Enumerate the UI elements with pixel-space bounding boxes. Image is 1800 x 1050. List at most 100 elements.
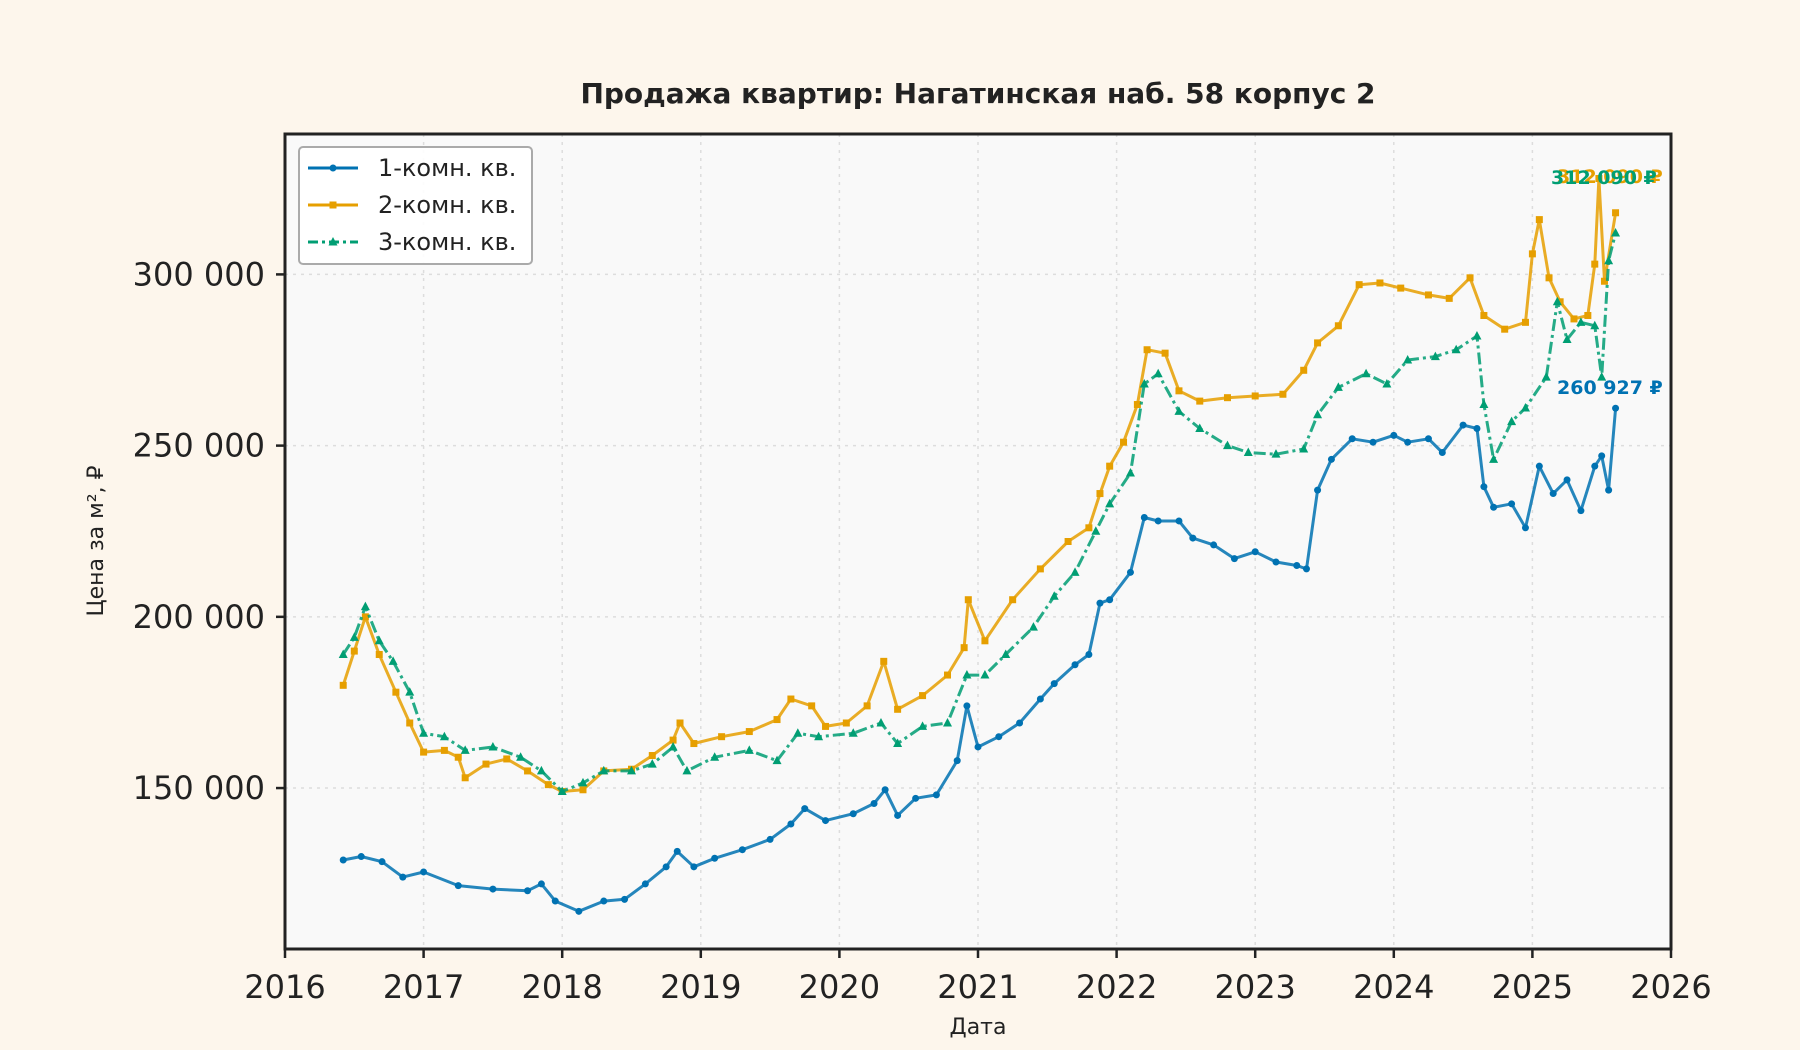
y-axis: 150 000 200 000 250 000 300 000 <box>133 255 285 807</box>
data-point-1room <box>454 882 462 890</box>
legend-label-3room: 3-комн. кв. <box>378 228 516 256</box>
data-point-1room <box>641 880 649 888</box>
data-point-1room <box>420 868 428 876</box>
data-point-2room <box>1223 394 1231 402</box>
data-point-3room <box>1611 227 1621 237</box>
data-point-2room <box>1466 274 1474 282</box>
data-point-1room <box>1085 651 1093 659</box>
data-point-2room <box>1133 401 1141 409</box>
data-point-3room <box>1403 355 1413 364</box>
data-point-2room <box>1120 438 1128 446</box>
data-point-3room <box>772 755 782 765</box>
data-point-1room <box>600 897 608 905</box>
data-point-2room <box>787 695 795 703</box>
data-point-3room <box>814 731 824 741</box>
data-point-3room <box>962 670 972 679</box>
data-point-3room <box>1451 344 1461 354</box>
data-point-3room <box>1028 622 1038 631</box>
end-labels: 260 927 ₽ 312 090 ₽312 090 ₽ <box>1551 166 1663 399</box>
data-point-3room <box>1472 331 1482 340</box>
data-point-2room <box>1106 462 1114 470</box>
data-point-3room <box>1333 382 1343 391</box>
data-point-1room <box>662 863 670 871</box>
data-point-3room <box>943 717 953 727</box>
data-point-3room <box>1091 526 1101 535</box>
data-point-2room <box>1424 291 1432 299</box>
data-point-3room <box>893 738 903 748</box>
data-point-3room <box>374 635 384 645</box>
data-point-3room <box>360 601 370 611</box>
data-point-1room <box>1480 483 1488 491</box>
data-point-3room <box>710 752 720 761</box>
data-point-1room <box>787 820 795 828</box>
y-tick-label: 250 000 <box>133 427 265 465</box>
data-point-2room <box>420 748 428 756</box>
data-point-2room <box>981 637 989 645</box>
x-tick-label: 2021 <box>937 968 1018 1006</box>
data-point-1room <box>801 805 809 813</box>
data-point-3room <box>1139 378 1149 388</box>
series-1room <box>339 404 1620 915</box>
data-point-2room <box>1096 490 1104 498</box>
data-point-3room <box>1125 468 1135 477</box>
data-point-2room <box>1591 260 1599 268</box>
data-point-1room <box>1189 534 1197 542</box>
data-point-1room <box>1327 455 1335 463</box>
data-point-3room <box>1243 447 1253 456</box>
data-point-2room <box>1595 175 1603 183</box>
data-point-1room <box>995 733 1003 741</box>
data-point-2room <box>1521 318 1529 326</box>
data-point-1room <box>1126 568 1134 576</box>
data-point-2room <box>773 716 781 724</box>
data-point-1room <box>1508 500 1516 508</box>
data-point-2room <box>669 736 677 744</box>
data-point-1room <box>1563 476 1571 484</box>
data-point-1room <box>1521 524 1529 532</box>
data-point-1room <box>339 856 347 864</box>
data-point-1room <box>1175 517 1183 525</box>
data-point-3room <box>439 731 449 741</box>
data-point-2room <box>1535 216 1543 224</box>
data-point-3room <box>388 656 398 665</box>
end-label-2room: 312 090 ₽ <box>1557 166 1663 188</box>
data-point-1room <box>1612 404 1620 412</box>
data-point-1room <box>1390 431 1398 439</box>
data-point-1room <box>1314 486 1322 494</box>
data-point-1room <box>357 853 365 861</box>
y-tick-label: 150 000 <box>133 769 265 807</box>
x-tick-label: 2018 <box>521 968 602 1006</box>
data-point-2room <box>524 767 532 775</box>
data-point-1room <box>1016 719 1024 727</box>
data-point-2room <box>1600 277 1608 285</box>
data-point-1room <box>621 895 629 903</box>
data-point-1room <box>537 880 545 888</box>
data-point-1room <box>1050 680 1058 688</box>
data-point-2room <box>1251 392 1259 400</box>
data-point-3room <box>848 728 858 737</box>
data-point-2room <box>1279 390 1287 398</box>
data-point-2room <box>375 651 383 659</box>
data-point-3room <box>1313 409 1323 419</box>
data-point-2room <box>392 688 400 696</box>
y-tick-label: 200 000 <box>133 598 265 636</box>
data-point-3room <box>1222 440 1232 450</box>
data-point-3room <box>793 728 803 737</box>
data-point-1room <box>1591 462 1599 470</box>
grid <box>284 134 1672 949</box>
data-point-1room <box>524 887 532 895</box>
x-axis: 2016 2017 2018 2019 2020 2021 2022 2023 2024 2025… <box>244 949 1712 1006</box>
x-axis-label: Дата <box>950 1015 1007 1040</box>
data-point-3room <box>1271 449 1281 458</box>
data-point-2room <box>1501 325 1509 333</box>
data-point-2room <box>1064 538 1072 545</box>
data-point-2room <box>544 781 552 789</box>
data-point-1room <box>870 799 878 807</box>
data-point-1room <box>932 791 940 799</box>
legend-item-2room <box>308 201 358 209</box>
data-point-2room <box>676 719 684 727</box>
data-point-1room <box>575 907 583 915</box>
data-point-3room <box>599 765 609 775</box>
data-point-2room <box>944 671 952 679</box>
data-point-3room <box>1552 296 1562 306</box>
